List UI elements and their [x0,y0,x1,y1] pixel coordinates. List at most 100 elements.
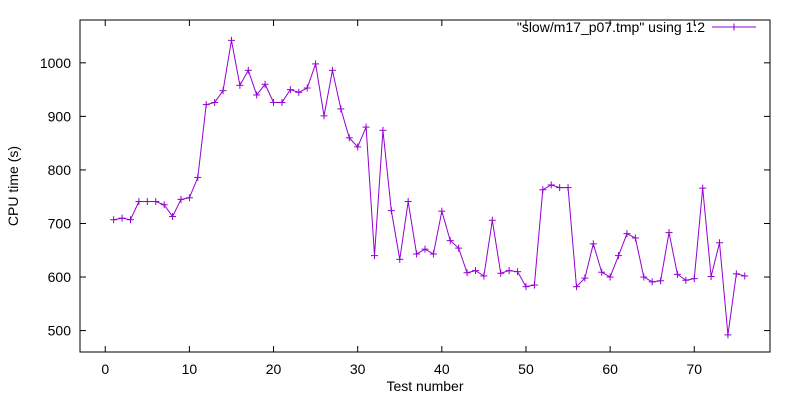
data-point [194,173,202,181]
data-point [126,216,134,224]
data-point [177,195,185,203]
x-tick-label-0: 0 [101,361,109,377]
data-point [110,216,118,224]
data-point [387,207,395,215]
data-point [118,214,126,222]
data-point [413,250,421,258]
legend-marker [730,23,738,31]
data-point [741,272,749,280]
data-point [429,250,437,258]
data-point [211,98,219,106]
data-point [261,80,269,88]
data-point [438,207,446,215]
data-point [514,268,522,276]
data-point [295,88,303,96]
data-point [581,274,589,282]
data-point [547,181,555,189]
data-point [354,143,362,151]
plot-frame [79,19,771,353]
x-tick-label-10: 10 [182,361,198,377]
data-point [615,252,623,260]
y-tick-label-700: 700 [48,215,72,231]
data-point [160,201,168,209]
data-point [539,186,547,194]
data-point [657,277,665,285]
legend: "slow/m17_p07.tmp" using 1:2 [517,19,756,35]
data-point [724,331,732,339]
data-point [707,272,715,280]
data-point [572,283,580,291]
data-point [236,81,244,89]
x-tick-label-60: 60 [602,361,618,377]
data-point [564,184,572,192]
data-point [185,194,193,202]
data-point [648,278,656,286]
x-tick-label-20: 20 [266,361,282,377]
y-tick-label-600: 600 [48,269,72,285]
x-tick-label-50: 50 [518,361,534,377]
y-tick-label-800: 800 [48,162,72,178]
data-point [202,101,210,109]
data-point [303,84,311,92]
y-tick-label-900: 900 [48,108,72,124]
y-axis-label: CPU time (s) [5,146,21,226]
data-point [606,273,614,281]
data-point [320,112,328,120]
data-point [522,283,530,291]
data-point [286,86,294,94]
data-point [270,98,278,106]
data-point [379,126,387,134]
data-point [244,66,252,74]
data-point [631,234,639,242]
data-point [471,267,479,275]
data-point [455,244,463,252]
data-point [505,267,513,275]
data-point [421,245,429,253]
data-point [690,275,698,283]
data-point [480,272,488,280]
data-point [328,66,336,74]
data-point [589,240,597,248]
data-point [640,273,648,281]
axis-ticks [80,20,770,352]
data-point [497,269,505,277]
data-point [732,270,740,278]
x-tick-label-70: 70 [686,361,702,377]
data-point [463,269,471,277]
data-point [253,91,261,99]
x-tick-label-40: 40 [434,361,450,377]
y-tick-label-500: 500 [48,323,72,339]
data-point [278,98,286,106]
series-line-0 [113,40,745,335]
data-point [598,268,606,276]
data-point [404,198,412,206]
data-point [682,276,690,284]
data-point [371,252,379,260]
axis-tick-labels: 0 10 20 30 40 50 60 70 500 600 700 800 900 1000 [40,55,702,377]
data-point [665,229,673,237]
legend-entry-label: "slow/m17_p07.tmp" using 1:2 [517,19,705,35]
data-point [152,198,160,206]
data-point [699,184,707,192]
data-point [488,216,496,224]
x-axis-label: Test number [386,378,463,394]
y-tick-label-1000: 1000 [40,55,71,71]
data-series-layer [110,36,749,339]
data-point [143,198,151,206]
data-point [446,237,454,245]
x-tick-label-30: 30 [350,361,366,377]
legend-marker-swatch [730,23,738,31]
data-point [530,281,538,289]
data-point [135,198,143,206]
data-point [345,134,353,142]
data-point [169,213,177,221]
data-point [312,60,320,68]
data-point [673,270,681,278]
data-point [219,87,227,95]
data-point [362,123,370,131]
data-point [227,36,235,44]
data-point [337,105,345,113]
data-point [623,230,631,238]
data-point [396,255,404,263]
